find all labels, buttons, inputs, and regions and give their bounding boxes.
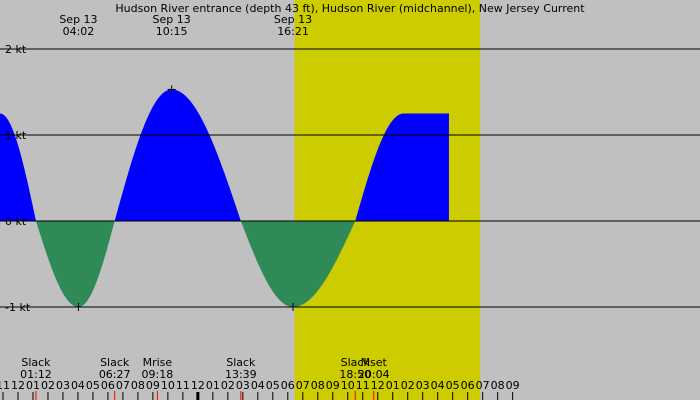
bottom-event-label: Slack <box>21 356 51 369</box>
bottom-event-label: Slack <box>100 356 130 369</box>
x-axis-hour-ticks: 1112010203040506070809101112010203040506… <box>0 379 520 400</box>
hour-tick-label: 09 <box>146 379 160 392</box>
hour-tick-label: 01 <box>386 379 400 392</box>
hour-tick-label: 02 <box>221 379 235 392</box>
hour-tick-label: 06 <box>461 379 475 392</box>
bottom-event-label: Mrise <box>143 356 173 369</box>
bottom-event-time: 18:50 <box>339 368 371 381</box>
flood-area <box>0 113 36 221</box>
hour-tick-label: 05 <box>446 379 460 392</box>
hour-tick-label: 09 <box>506 379 520 392</box>
y-grid-lines <box>0 48 700 308</box>
top-event-date: Sep 13 <box>153 13 191 26</box>
hour-tick-label: 02 <box>401 379 415 392</box>
top-event-date: Sep 13 <box>274 13 312 26</box>
hour-tick-label: 11 <box>356 379 370 392</box>
hour-tick-label: 01 <box>206 379 220 392</box>
hour-tick-label: 11 <box>176 379 190 392</box>
flood-area <box>355 113 449 221</box>
hour-tick-label: 06 <box>281 379 295 392</box>
hour-tick-label: 04 <box>431 379 445 392</box>
hour-tick-label: 07 <box>296 379 310 392</box>
hour-tick-label: 04 <box>251 379 265 392</box>
bottom-event-time: 06:27 <box>99 368 131 381</box>
hour-tick-label: 03 <box>416 379 430 392</box>
hour-tick-label: 11 <box>0 379 10 392</box>
hour-tick-label: 03 <box>236 379 250 392</box>
bottom-event-time: 01:12 <box>20 368 52 381</box>
top-event-time: 10:15 <box>156 25 188 38</box>
hour-tick-label: 08 <box>491 379 505 392</box>
chart-title: Hudson River entrance (depth 43 ft), Hud… <box>115 2 585 15</box>
bottom-event-time: 09:18 <box>142 368 174 381</box>
hour-tick-label: 05 <box>86 379 100 392</box>
top-event-date: Sep 13 <box>59 13 97 26</box>
hour-tick-label: 09 <box>326 379 340 392</box>
hour-tick-label: 08 <box>311 379 325 392</box>
hour-tick-label: 03 <box>56 379 70 392</box>
ebb-current-areas <box>35 221 356 307</box>
y-tick-label: 1 kt <box>5 129 27 142</box>
hour-tick-label: 10 <box>161 379 175 392</box>
bottom-event-time: 13:39 <box>225 368 257 381</box>
hour-tick-label: 10 <box>341 379 355 392</box>
bottom-event-labels: Slack01:12Slack06:27Mrise09:18Slack13:39… <box>20 356 390 400</box>
y-tick-label: 0 kt <box>5 215 27 228</box>
y-axis-labels: 2 kt 1 kt 0 kt -1 kt <box>5 43 31 314</box>
ebb-area <box>240 221 356 307</box>
hour-tick-label: 02 <box>41 379 55 392</box>
hour-tick-label: 05 <box>266 379 280 392</box>
bottom-event-label: Mset <box>361 356 388 369</box>
bottom-event-time: 20:04 <box>358 368 390 381</box>
hour-tick-label: 12 <box>11 379 25 392</box>
y-tick-label: -1 kt <box>5 301 31 314</box>
hour-tick-label: 01 <box>26 379 40 392</box>
hour-tick-label: 07 <box>116 379 130 392</box>
hour-tick-label: 07 <box>476 379 490 392</box>
flood-area <box>114 89 241 221</box>
bottom-event-label: Slack <box>226 356 256 369</box>
extreme-markers <box>74 85 298 311</box>
top-event-time: 16:21 <box>277 25 309 38</box>
hour-tick-label: 08 <box>131 379 145 392</box>
top-event-time: 04:02 <box>63 25 95 38</box>
hour-tick-label: 12 <box>371 379 385 392</box>
ebb-area <box>35 221 115 307</box>
hour-tick-label: 04 <box>71 379 85 392</box>
y-tick-label: 2 kt <box>5 43 27 56</box>
flood-current-areas <box>0 89 449 221</box>
hour-tick-label: 12 <box>191 379 205 392</box>
bottom-event-label: Slack <box>341 356 371 369</box>
hour-tick-label: 06 <box>101 379 115 392</box>
